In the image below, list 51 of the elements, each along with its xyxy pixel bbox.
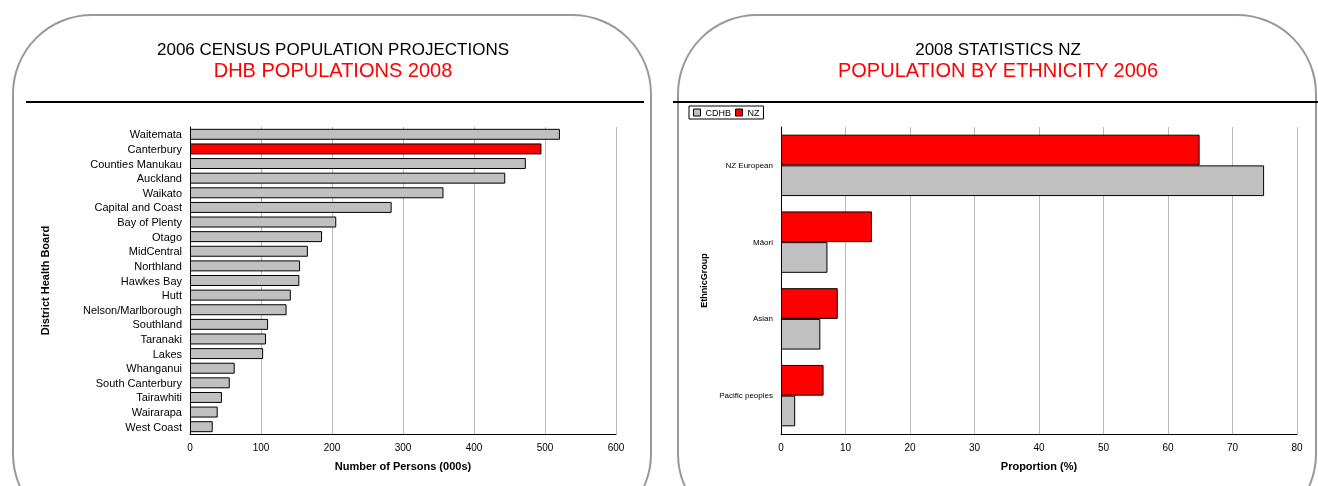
y-tick-label: Hutt (161, 289, 182, 302)
chart-title: 2008 STATISTICS NZ (915, 40, 1081, 59)
y-tick-label: Auckland (136, 172, 182, 185)
chart-title: 2006 CENSUS POPULATION PROJECTIONS (156, 40, 510, 59)
y-tick-label: Northland (134, 259, 182, 272)
x-tick-label: 300 (394, 441, 412, 453)
x-tick-label: 30 (968, 441, 981, 453)
y-axis-title: EthnicGroup (698, 252, 709, 308)
x-tick-label: 70 (1226, 441, 1239, 453)
x-tick-label: 600 (607, 441, 625, 453)
x-axis-title: Proportion (%) (1000, 459, 1078, 472)
y-tick-label: Waikato (142, 186, 182, 199)
chart-subtitle: POPULATION BY ETHNICITY 2006 (837, 59, 1159, 81)
y-tick-label: Hawkes Bay (120, 274, 183, 287)
x-tick-label: 80 (1291, 441, 1303, 453)
y-tick-label: NZ European (725, 160, 773, 170)
legend-label: NZ (747, 107, 760, 118)
y-tick-label: Capital and Coast (94, 201, 182, 214)
y-tick-label: MidCentral (128, 245, 182, 258)
y-tick-label: Nelson/Marlborough (82, 303, 182, 316)
y-tick-label: Counties Manukau (90, 157, 182, 170)
y-tick-label: Canterbury (127, 142, 183, 155)
y-tick-label: Otago (152, 230, 182, 243)
x-tick-label: 20 (904, 441, 916, 453)
y-tick-label: Waitemata (129, 128, 183, 141)
x-tick-label: 400 (465, 441, 483, 453)
y-tick-label: West Coast (125, 420, 182, 433)
x-tick-label: 60 (1162, 441, 1174, 453)
y-tick-label: Lakes (152, 347, 183, 360)
chart-subtitle: DHB POPULATIONS 2008 (213, 59, 453, 81)
y-tick-label: Taranaki (140, 332, 182, 345)
x-tick-label: 100 (252, 441, 270, 453)
y-tick-label: Southland (132, 318, 182, 331)
y-tick-label: Tairawhiti (136, 391, 182, 404)
x-tick-label: 0 (187, 441, 194, 453)
y-tick-label: Wairarapa (131, 406, 183, 419)
y-tick-label: Asian (752, 314, 773, 324)
y-tick-label: South Canterbury (95, 376, 183, 389)
x-tick-label: 500 (536, 441, 554, 453)
y-tick-label: Whanganui (126, 362, 182, 375)
y-tick-label: Pacific peoples (719, 391, 773, 401)
y-axis-title: District Health Board (38, 225, 51, 336)
y-tick-label: Bay of Plenty (117, 216, 183, 229)
x-tick-label: 200 (323, 441, 341, 453)
x-tick-label: 10 (839, 441, 852, 453)
legend-label: CDHB (705, 107, 732, 118)
x-tick-label: 0 (778, 441, 785, 453)
x-tick-label: 50 (1097, 441, 1110, 453)
x-tick-label: 40 (1033, 441, 1045, 453)
y-tick-label: Māori (752, 237, 774, 247)
x-axis-title: Number of Persons (000s) (334, 459, 472, 472)
